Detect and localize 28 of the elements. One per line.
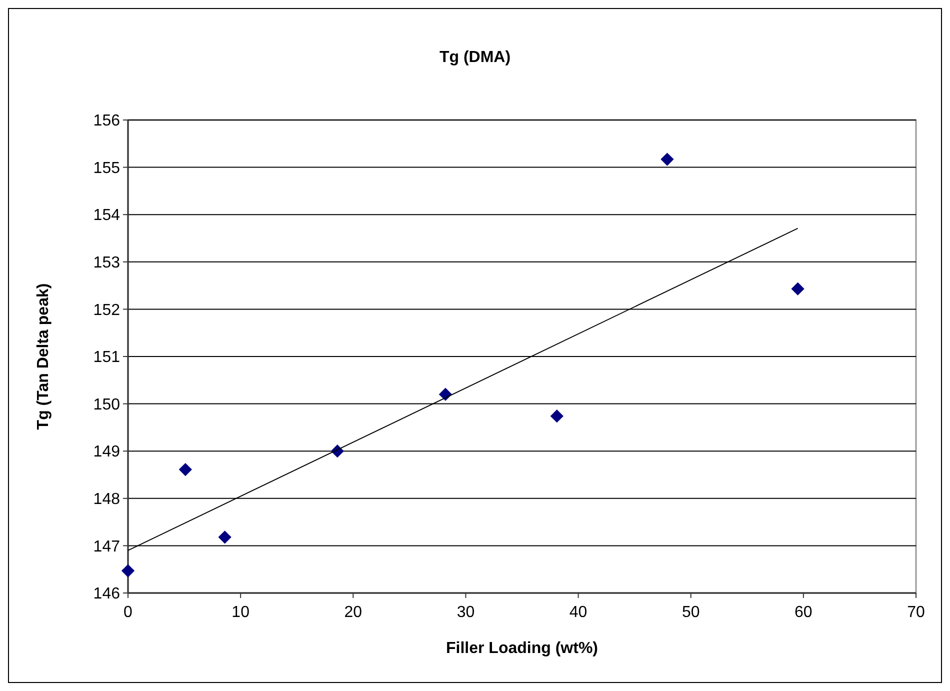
x-tick-label: 30 (456, 604, 475, 621)
x-axis-title: Filler Loading (wt%) (446, 640, 598, 657)
point (550, 410, 564, 423)
y-tick-label: 154 (93, 207, 120, 224)
point (660, 152, 674, 166)
x-tick-label: 10 (232, 604, 250, 621)
y-axis-title: Tg (Tan Delta peak) (35, 283, 52, 430)
x-tick-label: 60 (794, 604, 812, 621)
x-tick-label: 20 (344, 604, 362, 621)
y-tick-label: 152 (93, 302, 120, 319)
y-tick-label: 150 (93, 396, 120, 414)
x-tick-label: 70 (907, 604, 925, 621)
y-tick-label: 155 (93, 160, 120, 177)
x-tick-label: 50 (682, 604, 700, 621)
y-tick-label: 151 (93, 349, 120, 366)
y-tick-label: 149 (93, 444, 120, 461)
y-tick-label: 148 (93, 491, 120, 508)
y-tick-label: 147 (93, 538, 120, 556)
chart-title: Tg (DMA) (439, 49, 511, 66)
y-tick-label: 153 (93, 254, 120, 272)
x-tick-label: 0 (124, 604, 133, 621)
point (178, 462, 192, 476)
point (218, 530, 232, 544)
point (791, 282, 804, 296)
y-tick-label: 146 (93, 586, 120, 603)
y-tick-label: 156 (93, 112, 120, 130)
x-tick-label: 40 (569, 604, 588, 621)
point (121, 564, 135, 578)
